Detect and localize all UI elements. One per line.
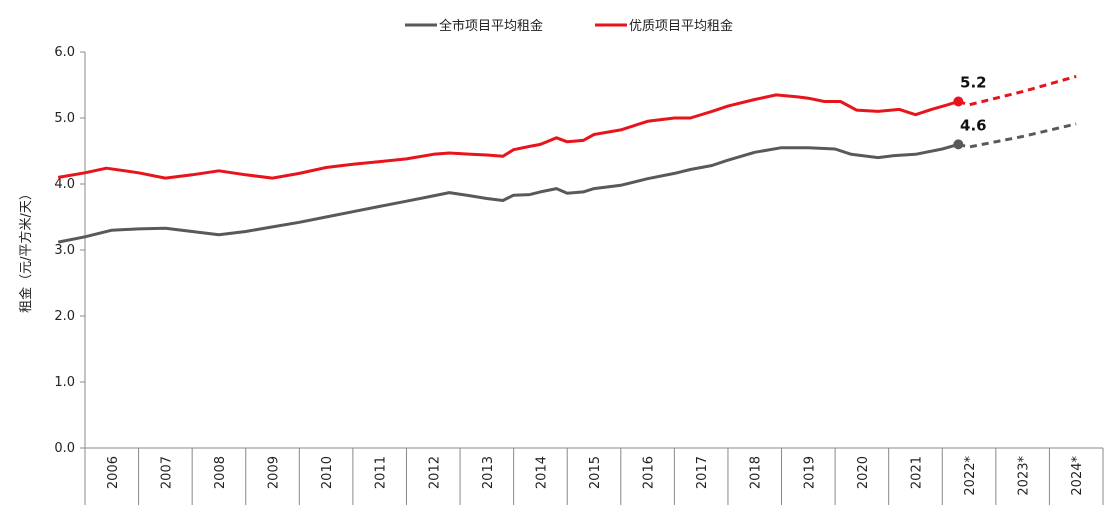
- series-end-marker: [953, 96, 964, 107]
- x-tick-label: 2016: [642, 456, 657, 489]
- x-tick-label: 2018: [749, 456, 764, 489]
- series-line: [57, 93, 959, 180]
- y-tick-label: 2.0: [54, 309, 75, 324]
- x-tick-label: 2020: [856, 456, 871, 489]
- x-tick-label: 2011: [374, 456, 389, 489]
- x-tick-label: 2013: [481, 456, 496, 489]
- x-tick-label: 2021: [909, 456, 924, 489]
- x-tick-label: 2022*: [963, 456, 978, 496]
- series-forecast-line: [957, 74, 1077, 107]
- y-axis-title: 租金（元/平方米/天）: [18, 187, 34, 313]
- series-line: [57, 142, 959, 244]
- legend-label: 优质项目平均租金: [629, 18, 733, 34]
- x-tick-label: 2009: [267, 456, 282, 489]
- y-tick-label: 1.0: [54, 375, 75, 390]
- series-layer: 4.6 5.2: [57, 74, 1077, 244]
- x-tick-label: 2017: [695, 456, 710, 489]
- x-tick-label: 2014: [534, 456, 549, 489]
- series-end-label: 4.6: [960, 116, 987, 134]
- x-tick-label: 2024*: [1070, 456, 1085, 496]
- y-axis: 0.0 1.0 2.0 3.0 4.0 5.0 6.0: [54, 45, 86, 456]
- x-tick-label: 2010: [320, 456, 335, 489]
- y-tick-label: 6.0: [54, 45, 75, 60]
- y-tick-label: 4.0: [54, 177, 75, 192]
- y-tick-label: 5.0: [54, 111, 75, 126]
- y-tick-label: 3.0: [54, 243, 75, 258]
- legend: 全市项目平均租金 优质项目平均租金: [405, 18, 733, 34]
- x-tick-label: 2019: [802, 456, 817, 489]
- x-axis: 2006 2007 2008 2009 2010 2011 2012 2013 2014 2015…: [84, 447, 1104, 505]
- series-end-label: 5.2: [960, 74, 987, 92]
- x-tick-label: 2007: [159, 456, 174, 489]
- y-tick-label: 0.0: [54, 441, 75, 456]
- x-tick-label: 2015: [588, 456, 603, 489]
- x-tick-label: 2008: [213, 456, 228, 489]
- legend-label: 全市项目平均租金: [439, 18, 543, 34]
- x-tick-label: 2012: [427, 456, 442, 489]
- x-tick-label: 2006: [106, 456, 121, 489]
- series-end-marker: [953, 139, 964, 150]
- x-tick-label: 2023*: [1017, 456, 1032, 496]
- series-forecast-line: [957, 122, 1077, 149]
